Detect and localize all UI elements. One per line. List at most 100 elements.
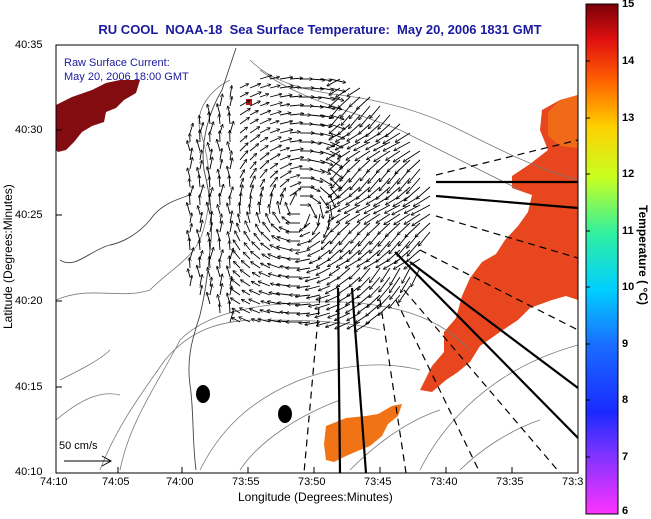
current-vector (306, 312, 321, 316)
current-vector (259, 76, 272, 80)
current-vector (411, 267, 421, 286)
current-vector (249, 154, 256, 161)
current-vector (419, 231, 431, 246)
current-vector (412, 213, 431, 226)
current-vector (401, 276, 411, 292)
current-vector (378, 114, 391, 129)
current-vector (209, 212, 212, 224)
current-vector (289, 149, 303, 152)
current-vector (289, 132, 300, 133)
current-vector (347, 87, 361, 96)
current-vector (403, 195, 421, 206)
current-vector (299, 322, 311, 323)
current-vector (336, 303, 351, 312)
current-vector (197, 140, 201, 152)
y-tick-label: 40:35 (15, 39, 43, 51)
current-vector (309, 79, 325, 80)
current-vector (239, 93, 248, 98)
current-vector (377, 294, 391, 308)
current-vector (358, 303, 371, 313)
current-vector (332, 177, 341, 188)
current-vector (309, 204, 317, 218)
current-vector (199, 185, 203, 197)
current-vector (317, 276, 331, 283)
current-vector (358, 249, 371, 260)
current-vector (189, 186, 193, 197)
current-vector (329, 240, 341, 253)
current-vector (199, 275, 202, 287)
current-vector (328, 312, 341, 318)
current-vector (321, 240, 331, 250)
current-vector (329, 186, 341, 197)
colorbar-ticks (586, 3, 590, 515)
current-vector (259, 179, 264, 188)
current-vector (229, 311, 233, 323)
current-vector (355, 132, 371, 142)
current-vector (329, 114, 344, 119)
current-vector (219, 221, 222, 233)
current-vector (189, 238, 190, 251)
current-vector (335, 312, 351, 320)
current-vector (239, 203, 240, 215)
current-vector (340, 240, 351, 252)
current-vector (328, 213, 341, 222)
current-vector (388, 231, 401, 247)
current-vector (316, 267, 331, 275)
current-vector (239, 317, 251, 323)
current-vector (309, 150, 323, 153)
current-vector (319, 168, 330, 174)
current-vector (350, 96, 361, 107)
current-vector (359, 123, 371, 134)
current-vector (309, 142, 321, 144)
current-vector (331, 222, 341, 232)
current-vector (389, 240, 401, 254)
current-vector (296, 258, 311, 262)
current-vector (220, 214, 222, 224)
current-vector (219, 114, 220, 125)
current-vector (254, 233, 261, 242)
current-vector (359, 177, 371, 191)
current-vector (369, 285, 381, 298)
current-vector (243, 252, 251, 260)
current-vector (399, 177, 411, 191)
current-vector (368, 177, 381, 192)
current-vector (259, 272, 271, 278)
current-vector (289, 193, 296, 206)
current-vector (369, 114, 381, 129)
current-vector (269, 137, 281, 143)
current-vector (399, 231, 411, 246)
current-vector (252, 242, 261, 251)
current-vector (360, 114, 371, 127)
current-vector (197, 266, 201, 278)
current-vector (273, 212, 281, 224)
current-vector (269, 205, 270, 215)
current-vector (347, 312, 361, 321)
current-vector (364, 204, 381, 213)
current-vector (368, 168, 381, 183)
current-vector (319, 87, 334, 90)
current-vector (200, 195, 201, 206)
current-vector (336, 87, 351, 97)
current-vector (230, 286, 232, 296)
current-vector (252, 282, 261, 287)
current-vector (282, 217, 291, 224)
colorbar-tick-label: 8 (622, 394, 629, 406)
current-vector (249, 135, 260, 143)
current-vector (217, 140, 221, 152)
current-vector (279, 156, 290, 161)
current-vector (383, 132, 401, 144)
y-axis-label: Latitude (Degrees:Minutes) (1, 184, 15, 329)
current-vector (392, 204, 411, 215)
x-tick-label: 73:50 (298, 476, 326, 488)
current-vector (329, 87, 341, 95)
current-vector (247, 212, 251, 224)
current-vector (229, 241, 230, 251)
current-vector (398, 168, 411, 184)
current-vector (356, 204, 371, 212)
current-vector (271, 224, 281, 233)
current-vector (403, 150, 421, 162)
current-vector (309, 231, 321, 242)
current-vector (359, 240, 371, 254)
colorbar (585, 3, 619, 515)
colorbar-tick-label: 7 (622, 451, 629, 463)
